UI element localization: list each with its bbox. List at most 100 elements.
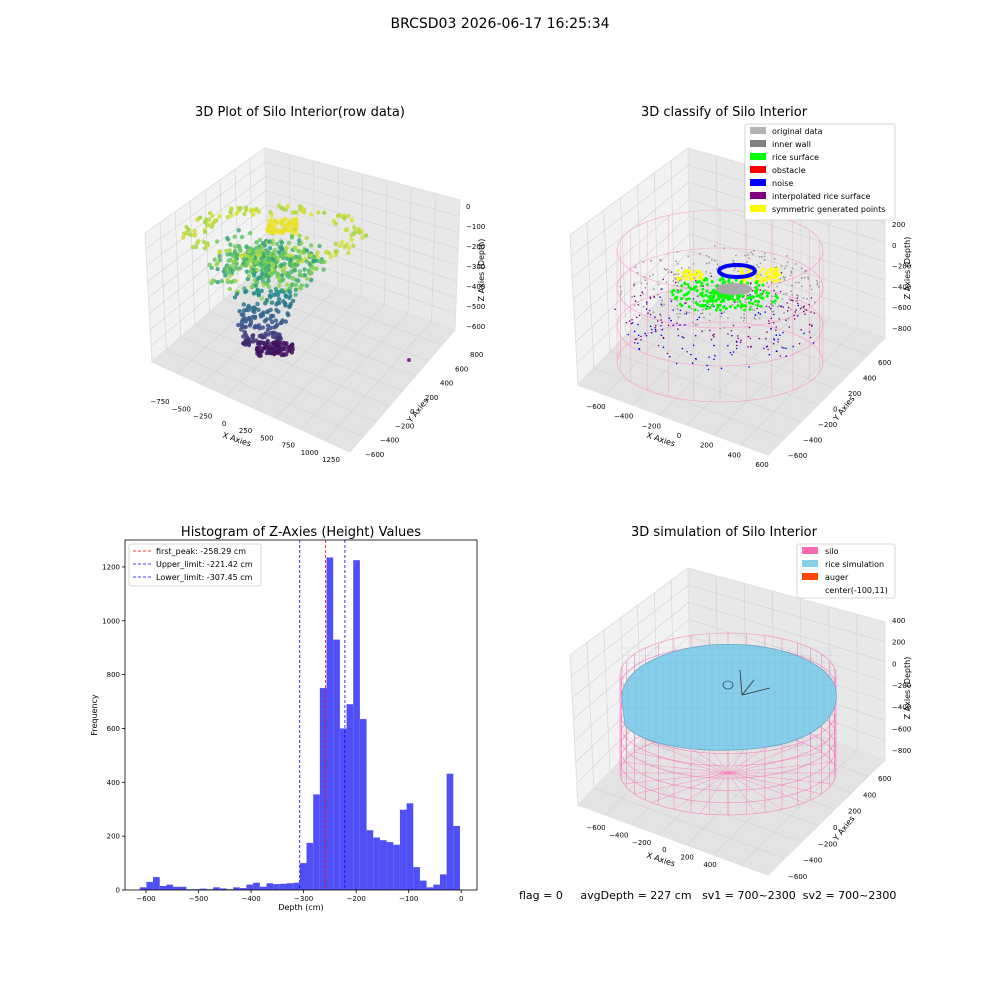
data-point: [736, 344, 738, 347]
data-point: [654, 328, 657, 331]
data-point: [645, 334, 648, 337]
data-point: [268, 289, 273, 294]
chart-title: 3D simulation of Silo Interior: [631, 525, 818, 540]
data-point: [346, 250, 351, 256]
data-point: [229, 279, 234, 285]
legend-swatch: [802, 560, 818, 567]
data-point: [773, 289, 775, 292]
silo-wireframe: [727, 761, 833, 774]
data-point: [333, 241, 338, 246]
data-point: [704, 293, 708, 297]
data-point: [642, 305, 645, 308]
data-point: [281, 352, 287, 358]
data-point: [248, 258, 253, 263]
histogram-bar: [153, 877, 160, 890]
data-point: [248, 321, 253, 326]
grid-line: [641, 317, 835, 389]
data-point: [316, 210, 321, 215]
legend-swatch: [802, 547, 818, 554]
data-point: [709, 329, 711, 332]
silo-wireframe: [616, 321, 824, 403]
data-point: [785, 347, 787, 350]
x-axis-label: X Axies: [645, 851, 676, 869]
data-point: [773, 269, 776, 272]
z-tick-label: 0: [892, 660, 896, 668]
data-point: [619, 285, 622, 288]
data-point: [645, 308, 648, 310]
data-point: [716, 263, 719, 266]
data-point: [262, 243, 268, 248]
data-point: [714, 245, 716, 248]
data-point: [270, 330, 276, 335]
data-point: [710, 303, 714, 307]
data-point: [188, 232, 193, 237]
data-point: [619, 293, 622, 296]
histogram-bar: [213, 887, 220, 890]
data-point: [708, 262, 711, 264]
data-point: [677, 316, 680, 319]
data-point: [733, 269, 736, 271]
data-point: [287, 348, 292, 353]
data-point: [268, 325, 273, 330]
data-point: [715, 298, 718, 302]
data-point: [312, 258, 317, 263]
data-point: [667, 271, 670, 274]
data-point: [283, 301, 288, 307]
data-point: [785, 355, 787, 358]
data-point: [797, 315, 799, 317]
x-axis-label: X Axies: [645, 431, 676, 449]
data-point: [660, 259, 663, 262]
data-point: [339, 240, 345, 245]
data-point: [285, 311, 290, 316]
data-point: [342, 216, 347, 221]
grid-line: [609, 771, 802, 843]
data-point: [732, 299, 736, 302]
data-point: [660, 319, 662, 321]
data-point: [259, 288, 264, 294]
data-point: [748, 366, 750, 368]
figure-title: BRCSD03 2026-06-17 16:25:34: [390, 16, 610, 32]
data-point: [192, 233, 197, 238]
data-point: [737, 337, 739, 340]
data-point: [707, 368, 710, 371]
data-point: [780, 265, 783, 268]
data-point: [767, 275, 771, 278]
data-point: [730, 296, 734, 300]
data-point: [777, 306, 779, 308]
data-point: [648, 309, 651, 312]
data-point: [779, 290, 782, 293]
z-tick-label: 0: [466, 203, 470, 211]
data-point: [778, 304, 780, 307]
data-point: [685, 302, 687, 304]
data-point: [803, 276, 806, 279]
histogram-bar: [406, 803, 414, 890]
data-point: [759, 276, 762, 279]
data-point: [710, 338, 713, 341]
data-point: [308, 270, 313, 275]
data-point: [228, 210, 233, 215]
data-point: [683, 336, 685, 339]
grid-line: [637, 185, 643, 319]
silo-wireframe: [699, 772, 729, 814]
data-point: [677, 269, 680, 272]
data-point: [776, 274, 780, 277]
data-point: [675, 273, 677, 275]
data-point: [710, 290, 714, 294]
data-point: [637, 323, 639, 326]
data-point: [749, 337, 752, 340]
y-tick-label: 0: [116, 887, 120, 895]
data-point: [268, 294, 273, 300]
histogram-bar: [413, 867, 420, 890]
histogram-bar: [186, 889, 194, 890]
data-point: [771, 300, 775, 304]
data-point: [672, 280, 675, 282]
data-point: [811, 325, 813, 327]
data-point: [687, 297, 691, 301]
histogram-bar: [293, 882, 300, 890]
chart-histogram: Histogram of Z-Axies (Height) Values −600…: [90, 525, 478, 912]
data-point: [750, 277, 753, 280]
data-point: [780, 305, 782, 308]
data-point: [635, 338, 638, 340]
data-point: [662, 278, 665, 281]
grid-line: [238, 286, 429, 361]
